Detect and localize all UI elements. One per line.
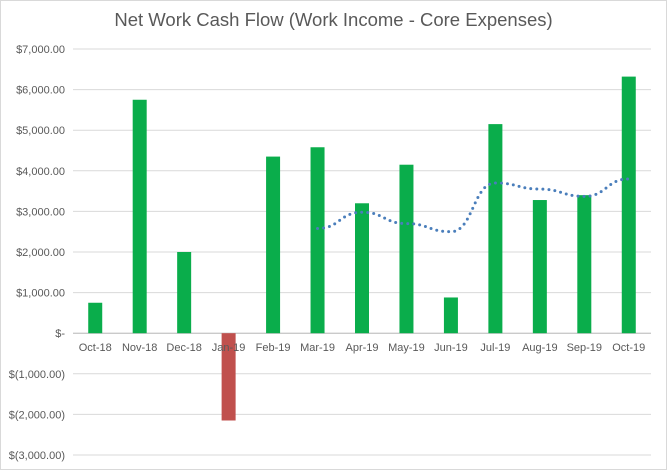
trendline [316,177,631,234]
bar [621,76,636,334]
y-tick-label: $5,000.00 [16,125,65,137]
x-tick-label: Oct-18 [79,342,112,354]
x-tick-label: Mar-19 [300,342,335,354]
bar [177,252,192,334]
y-tick-label: $4,000.00 [16,166,65,178]
x-tick-label: Jun-19 [434,342,468,354]
bar [221,333,236,421]
bar [355,203,369,334]
chart-title: Net Work Cash Flow (Work Income - Core E… [114,9,553,30]
y-tick-label: $(3,000.00) [9,450,65,462]
bar [577,195,592,334]
bar [88,302,103,334]
bar [443,297,458,334]
y-tick-label: $6,000.00 [16,85,65,97]
bar [266,156,281,334]
x-tick-label: Sep-19 [567,342,602,354]
x-tick-label: Oct-19 [612,342,645,354]
y-tick-label: $7,000.00 [16,44,65,56]
x-tick-label: Jan-19 [212,342,246,354]
x-tick-label: Feb-19 [256,342,291,354]
bar [310,147,325,334]
bar [132,99,147,334]
y-tick-label: $(1,000.00) [9,369,65,381]
bar [399,164,414,334]
x-tick-label: Jul-19 [480,342,510,354]
x-tick-label: Nov-18 [122,342,157,354]
x-tick-label: Apr-19 [345,342,378,354]
x-tick-label: Dec-18 [166,342,201,354]
y-tick-label: $3,000.00 [16,206,65,218]
bar [532,200,547,334]
bar [488,124,503,334]
x-tick-label: Aug-19 [522,342,557,354]
x-tick-label: May-19 [388,342,425,354]
y-tick-label: $2,000.00 [16,247,65,259]
y-tick-label: $1,000.00 [16,288,65,300]
y-tick-label: $(2,000.00) [9,409,65,421]
y-tick-label: $- [55,328,65,340]
